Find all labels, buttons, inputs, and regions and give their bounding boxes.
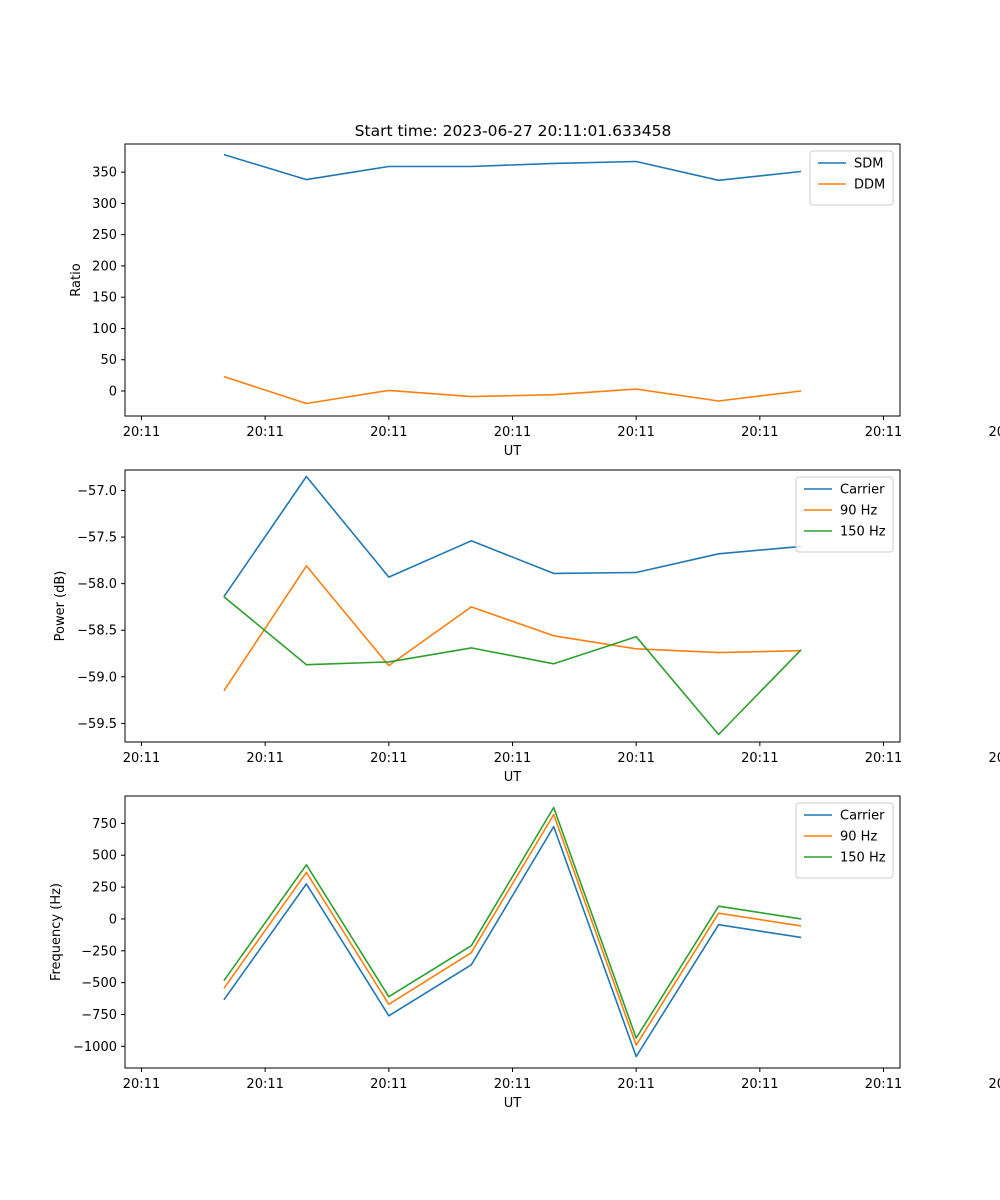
legend-label: Carrier <box>840 483 885 498</box>
x-axis-label: UT <box>504 1096 522 1111</box>
x-tick-label: 20:11 <box>246 425 283 440</box>
series-line-150-hz <box>223 806 802 1039</box>
y-axis-label: Power (dB) <box>53 571 68 642</box>
legend-box <box>809 150 894 206</box>
x-tick-label: 20:11 <box>370 1077 407 1092</box>
y-tick-label: 500 <box>92 849 117 864</box>
x-tick-label: 20:11 <box>246 1077 283 1092</box>
y-tick-label: 0 <box>109 384 117 399</box>
x-tick-label: 20:11 <box>370 751 407 766</box>
axes-frame <box>124 469 901 743</box>
series-line-90-hz <box>223 813 802 1046</box>
x-tick-label: 20:11 <box>741 425 778 440</box>
legend-label: 150 Hz <box>840 525 886 540</box>
x-tick-label: 20:11 <box>123 425 160 440</box>
y-tick-label: −1000 <box>73 1040 117 1055</box>
y-tick-label: 250 <box>92 228 117 243</box>
y-tick-label: −750 <box>81 1008 117 1023</box>
y-tick-label: −57.0 <box>77 484 117 499</box>
y-tick-label: 350 <box>92 166 117 181</box>
y-tick-label: 150 <box>92 291 117 306</box>
y-tick-label: 300 <box>92 197 117 212</box>
legend-label: DDM <box>854 178 885 193</box>
y-tick-label: 250 <box>92 881 117 896</box>
y-tick-label: −59.5 <box>77 717 117 732</box>
legend-box <box>795 476 894 553</box>
legend-label: 90 Hz <box>840 830 877 845</box>
series-line-carrier <box>223 475 802 598</box>
series-line-150-hz <box>223 596 802 736</box>
series-line-ddm <box>223 375 802 405</box>
y-tick-label: 0 <box>109 912 117 927</box>
y-tick-label: 100 <box>92 322 117 337</box>
x-tick-label: 20:11 <box>494 425 531 440</box>
series-line-carrier <box>223 825 802 1058</box>
x-tick-label: 20:11 <box>246 751 283 766</box>
x-tick-label: 20:11 <box>370 425 407 440</box>
x-tick-label: 20:12 <box>988 425 1000 440</box>
series-line-90-hz <box>223 565 802 692</box>
legend-label: 90 Hz <box>840 504 877 519</box>
x-tick-label: 20:12 <box>988 1077 1000 1092</box>
x-tick-label: 20:11 <box>617 751 654 766</box>
x-tick-label: 20:11 <box>741 1077 778 1092</box>
x-tick-label: 20:11 <box>865 751 902 766</box>
x-tick-label: 20:11 <box>494 751 531 766</box>
y-tick-label: −250 <box>81 944 117 959</box>
x-tick-label: 20:11 <box>123 1077 160 1092</box>
subplot-ratio: 20:11 20:11 20:11 20:11 20:11 20:11 20:11 20:12… <box>69 143 1000 459</box>
y-tick-label: −59.0 <box>77 670 117 685</box>
series-line-sdm <box>223 153 802 182</box>
x-tick-label: 20:12 <box>988 751 1000 766</box>
legend-box <box>795 802 894 879</box>
x-tick-label: 20:11 <box>617 425 654 440</box>
y-tick-label: −58.5 <box>77 624 117 639</box>
x-axis-label: UT <box>504 444 522 459</box>
x-axis-label: UT <box>504 770 522 785</box>
y-tick-label: 50 <box>100 353 117 368</box>
legend-label: Carrier <box>840 809 885 824</box>
subplot-power: 20:11 20:11 20:11 20:11 20:11 20:11 20:11 20:12… <box>53 469 1000 785</box>
y-tick-label: −500 <box>81 976 117 991</box>
y-tick-label: −58.0 <box>77 577 117 592</box>
legend-label: 150 Hz <box>840 851 886 866</box>
subplot-frequency: 20:11 20:11 20:11 20:11 20:11 20:11 20:11 20:12… <box>49 795 1000 1111</box>
x-tick-label: 20:11 <box>741 751 778 766</box>
x-tick-label: 20:11 <box>123 751 160 766</box>
y-axis-label: Frequency (Hz) <box>49 883 64 981</box>
x-tick-label: 20:11 <box>494 1077 531 1092</box>
x-tick-label: 20:11 <box>617 1077 654 1092</box>
y-tick-label: 200 <box>92 259 117 274</box>
axes-frame <box>124 795 901 1069</box>
y-tick-label: −57.5 <box>77 531 117 546</box>
x-tick-label: 20:11 <box>865 1077 902 1092</box>
y-axis-label: Ratio <box>69 263 84 296</box>
axes-frame <box>124 143 901 417</box>
x-tick-label: 20:11 <box>865 425 902 440</box>
chart-title: Start time: 2023-06-27 20:11:01.633458 <box>355 122 672 140</box>
legend-label: SDM <box>854 157 883 172</box>
y-tick-label: 750 <box>92 817 117 832</box>
